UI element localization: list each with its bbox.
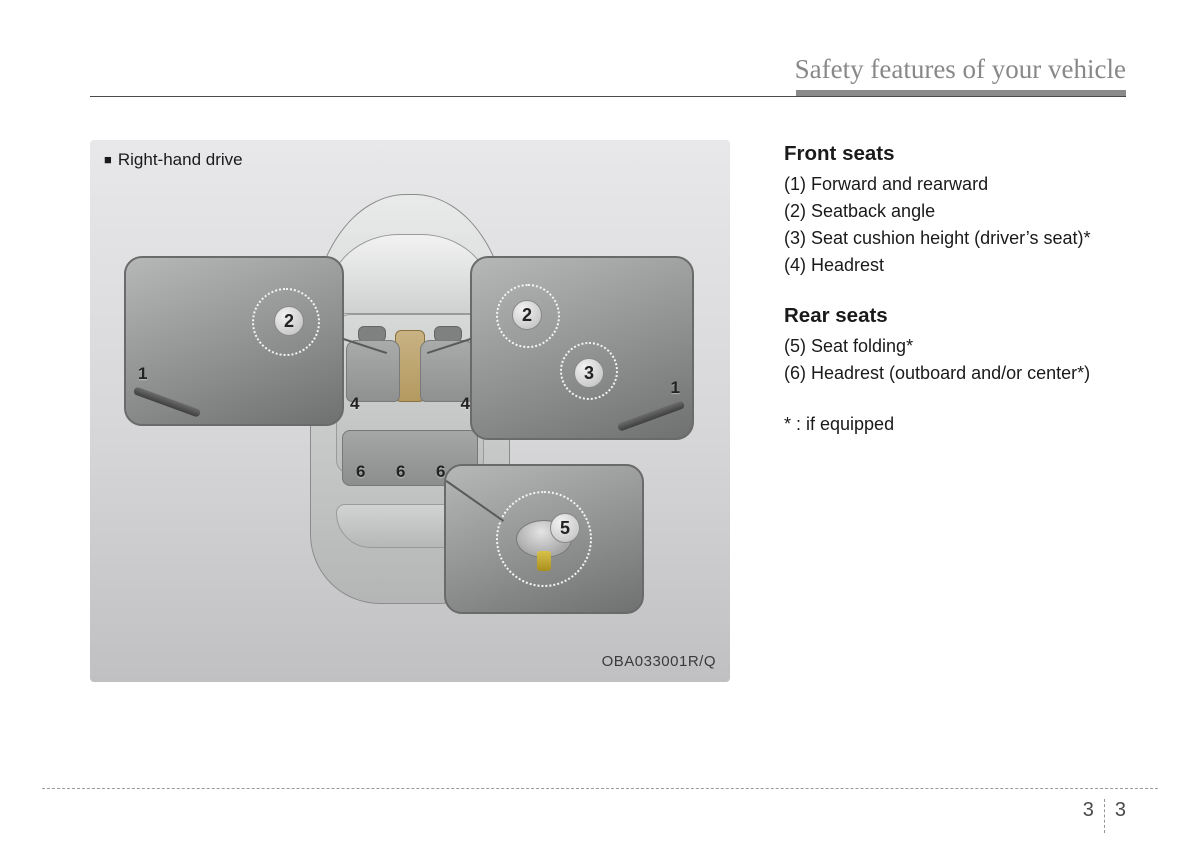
callout-num-2-left: 2 <box>274 306 304 336</box>
figure-caption-text: Right-hand drive <box>118 150 243 169</box>
description-column: Front seats (1) Forward and rearward (2)… <box>784 140 1124 438</box>
callout-num-4-left: 4 <box>350 394 359 414</box>
footer-rule <box>42 788 1158 789</box>
list-item: (5) Seat folding* <box>784 334 1124 359</box>
page-index: 3 <box>1115 799 1126 822</box>
callout-num-6-left: 6 <box>356 462 365 482</box>
figure-code: OBA033001R/Q <box>602 653 716 670</box>
page-divider <box>1104 799 1105 833</box>
callout-front-right-seat: 2 3 1 <box>470 256 694 440</box>
rear-seats-heading: Rear seats <box>784 302 1124 330</box>
page-number: 3 3 <box>1083 799 1126 833</box>
list-item: (1) Forward and rearward <box>784 172 1124 197</box>
figure-caption: ■Right-hand drive <box>104 150 243 170</box>
figure-panel: ■Right-hand drive 4 4 6 6 6 2 1 2 3 1 <box>90 140 730 682</box>
callout-num-6-center: 6 <box>396 462 405 482</box>
callout-num-5: 5 <box>550 513 580 543</box>
header-rule <box>90 96 1126 97</box>
callout-num-4-right: 4 <box>461 394 470 414</box>
list-item: (4) Headrest <box>784 253 1124 278</box>
list-item: (3) Seat cushion height (driver’s seat)* <box>784 226 1124 251</box>
callout-num-1-left: 1 <box>138 364 147 384</box>
list-item: (6) Headrest (outboard and/or center*) <box>784 361 1124 386</box>
footnote: * : if equipped <box>784 412 1124 437</box>
callout-front-left-seat: 2 1 <box>124 256 344 426</box>
chapter-title: Safety features of your vehicle <box>795 54 1126 85</box>
callout-num-2-right: 2 <box>512 300 542 330</box>
list-item: (2) Seatback angle <box>784 199 1124 224</box>
page-section: 3 <box>1083 799 1094 822</box>
callout-num-1-right: 1 <box>671 378 680 398</box>
front-seats-heading: Front seats <box>784 140 1124 168</box>
callout-num-3: 3 <box>574 358 604 388</box>
callout-rear-fold-knob: 5 <box>444 464 644 614</box>
